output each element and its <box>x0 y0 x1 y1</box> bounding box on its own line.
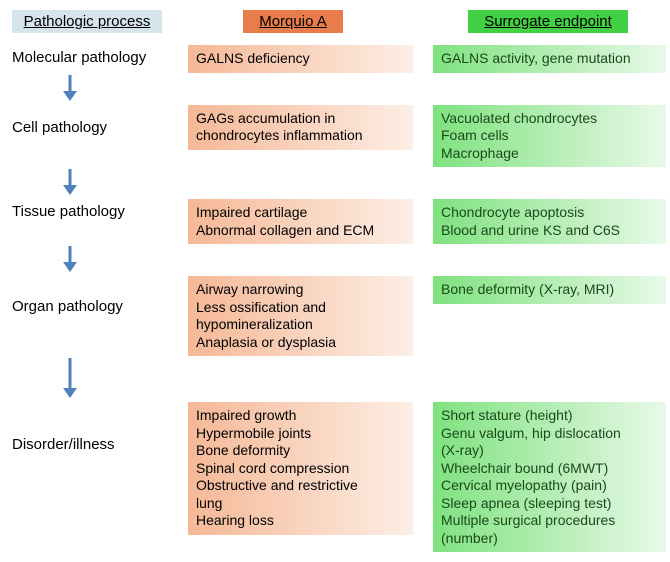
surrogate-box: Vacuolated chondrocytesFoam cellsMacroph… <box>433 105 666 168</box>
surrogate-line: Wheelchair bound (6MWT) <box>441 460 658 478</box>
morquio-box: Airway narrowingLess ossification andhyp… <box>188 276 413 356</box>
surrogate-line: Short stature (height) <box>441 407 658 425</box>
morquio-line: lung <box>196 495 405 513</box>
surrogate-box: Bone deformity (X-ray, MRI) <box>433 276 666 304</box>
surrogate-line: Sleep apnea (sleeping test) <box>441 495 658 513</box>
morquio-line: GAGs accumulation in <box>196 110 405 128</box>
surrogate-line: Cervical myelopathy (pain) <box>441 477 658 495</box>
header-process: Pathologic process <box>12 10 162 33</box>
surrogate-box: GALNS activity, gene mutation <box>433 45 666 73</box>
surrogate-line: Chondrocyte apoptosis <box>441 204 658 222</box>
arrow-cell <box>12 167 170 197</box>
morquio-box: GALNS deficiency <box>188 45 413 73</box>
surrogate-line: Foam cells <box>441 127 658 145</box>
surrogate-line: (X-ray) <box>441 442 658 460</box>
flow-arrow-icon <box>60 356 80 400</box>
morquio-line: Impaired growth <box>196 407 405 425</box>
morquio-box: GAGs accumulation inchondrocytes inflamm… <box>188 105 413 150</box>
flow-arrow-icon <box>60 244 80 274</box>
rows-container: Molecular pathology GALNS deficiency GALNS… <box>12 45 658 552</box>
flow-arrow-icon <box>60 73 80 103</box>
surrogate-line: Bone deformity (X-ray, MRI) <box>441 281 658 299</box>
process-label: Molecular pathology <box>12 45 170 66</box>
process-label: Organ pathology <box>12 276 170 315</box>
surrogate-line: Multiple surgical procedures <box>441 512 658 530</box>
process-label: Disorder/illness <box>12 402 170 453</box>
surrogate-line: Vacuolated chondrocytes <box>441 110 658 128</box>
morquio-line: Hearing loss <box>196 512 405 530</box>
morquio-box: Impaired cartilageAbnormal collagen and … <box>188 199 413 244</box>
diagram-container: Pathologic process Morquio A Surrogate e… <box>0 0 670 562</box>
process-label: Tissue pathology <box>12 199 170 220</box>
pathology-row: Disorder/illness Impaired growthHypermobi… <box>12 402 658 552</box>
pathology-row: Organ pathology Airway narrowingLess ossi… <box>12 276 658 356</box>
pathology-row: Tissue pathology Impaired cartilageAbnorm… <box>12 199 658 244</box>
header-row: Pathologic process Morquio A Surrogate e… <box>12 10 658 33</box>
header-morquio: Morquio A <box>243 10 343 33</box>
morquio-line: Abnormal collagen and ECM <box>196 222 405 240</box>
arrow-cell <box>12 73 170 103</box>
morquio-line: Spinal cord compression <box>196 460 405 478</box>
arrow-row <box>12 167 658 197</box>
flow-arrow-icon <box>60 167 80 197</box>
process-label: Cell pathology <box>12 105 170 136</box>
surrogate-line: Blood and urine KS and C6S <box>441 222 658 240</box>
arrow-cell <box>12 356 170 400</box>
arrow-cell <box>12 244 170 274</box>
morquio-line: GALNS deficiency <box>196 50 405 68</box>
surrogate-line: GALNS activity, gene mutation <box>441 50 658 68</box>
arrow-row <box>12 244 658 274</box>
pathology-row: Molecular pathology GALNS deficiency GALNS… <box>12 45 658 73</box>
morquio-line: Hypermobile joints <box>196 425 405 443</box>
morquio-box: Impaired growthHypermobile jointsBone de… <box>188 402 413 535</box>
morquio-line: chondrocytes inflammation <box>196 127 405 145</box>
arrow-row <box>12 73 658 103</box>
morquio-line: Less ossification and <box>196 299 405 317</box>
morquio-line: Anaplasia or dysplasia <box>196 334 405 352</box>
surrogate-line: Genu valgum, hip dislocation <box>441 425 658 443</box>
morquio-line: Obstructive and restrictive <box>196 477 405 495</box>
surrogate-box: Chondrocyte apoptosisBlood and urine KS … <box>433 199 666 244</box>
header-surrogate: Surrogate endpoint <box>468 10 628 33</box>
morquio-line: Bone deformity <box>196 442 405 460</box>
pathology-row: Cell pathology GAGs accumulation inchondr… <box>12 105 658 168</box>
morquio-line: hypomineralization <box>196 316 405 334</box>
morquio-line: Impaired cartilage <box>196 204 405 222</box>
morquio-line: Airway narrowing <box>196 281 405 299</box>
surrogate-box: Short stature (height)Genu valgum, hip d… <box>433 402 666 552</box>
surrogate-line: (number) <box>441 530 658 548</box>
arrow-row <box>12 356 658 400</box>
surrogate-line: Macrophage <box>441 145 658 163</box>
